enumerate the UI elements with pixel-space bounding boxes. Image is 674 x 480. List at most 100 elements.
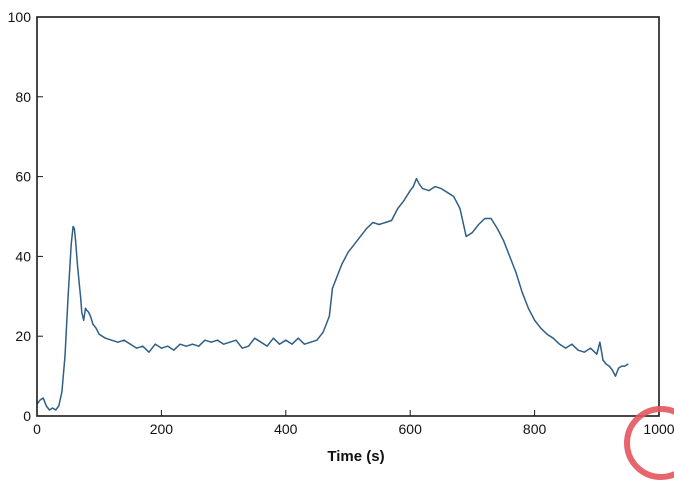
data-point [459, 207, 461, 210]
data-point [76, 263, 79, 265]
data-point [471, 231, 473, 234]
data-point [602, 359, 604, 361]
data-point [331, 287, 334, 289]
data-point [123, 339, 125, 341]
data-point [135, 347, 138, 349]
data-point [617, 367, 620, 369]
data-point [303, 343, 306, 345]
data-point [608, 365, 610, 367]
data-point [142, 345, 144, 347]
data-point [173, 349, 175, 351]
data-point [596, 353, 598, 355]
data-point [366, 227, 368, 230]
data-point [247, 345, 250, 347]
data-point [434, 185, 436, 188]
data-point [310, 341, 312, 343]
data-point [58, 405, 60, 407]
data-point [412, 185, 414, 188]
data-point [614, 375, 617, 377]
data-point [611, 369, 613, 371]
data-point [272, 337, 274, 339]
data-point [45, 405, 47, 407]
data-point [624, 365, 626, 367]
y-tick-label: 80 [15, 89, 31, 105]
x-axis-title: Time (s) [327, 448, 384, 465]
y-tick-label: 20 [15, 328, 31, 344]
data-point [229, 341, 231, 343]
data-point [167, 345, 169, 347]
data-point [496, 227, 498, 230]
data-point [390, 219, 393, 222]
data-point [571, 343, 573, 345]
data-point [415, 177, 418, 180]
data-point [92, 323, 94, 325]
data-point [291, 343, 293, 345]
data-point [88, 311, 90, 313]
data-point [565, 347, 567, 349]
data-point [521, 291, 523, 293]
data-point [509, 255, 511, 257]
data-point [527, 307, 529, 309]
data-point [546, 333, 548, 335]
data-point [599, 341, 601, 343]
data-point [605, 363, 607, 365]
data-point [111, 339, 113, 341]
data-point [534, 319, 536, 321]
y-tick-label: 0 [23, 408, 31, 424]
data-point [428, 189, 430, 192]
data-point [316, 339, 318, 341]
data-point [577, 349, 579, 351]
data-point [198, 345, 200, 347]
data-point [422, 187, 424, 190]
data-point [241, 347, 243, 349]
x-tick-label: 600 [399, 421, 423, 437]
series-layer [36, 177, 629, 411]
data-point [72, 225, 74, 228]
data-point [285, 339, 287, 341]
data-point [86, 309, 88, 311]
data-point [558, 343, 561, 345]
data-point [83, 319, 85, 321]
data-point [89, 315, 92, 317]
data-point [418, 183, 421, 186]
data-point [254, 337, 256, 339]
data-point [552, 337, 554, 339]
data-point [42, 397, 44, 399]
data-point [322, 331, 324, 333]
data-point [78, 283, 80, 285]
data-point [484, 217, 486, 220]
data-point [185, 345, 187, 347]
data-point [409, 189, 411, 192]
data-point [397, 207, 399, 210]
plot-background [37, 17, 659, 416]
data-point [84, 307, 87, 309]
data-point [465, 235, 467, 238]
data-point [347, 251, 349, 254]
data-point [502, 239, 505, 242]
data-point [334, 279, 337, 281]
data-point [478, 223, 480, 226]
data-point [154, 343, 156, 345]
plot-frame [36, 16, 660, 417]
data-point [55, 409, 57, 411]
data-point [95, 327, 97, 329]
data-point [48, 409, 51, 411]
data-point [266, 345, 268, 347]
x-tick-label: 0 [33, 421, 41, 437]
data-point [179, 343, 181, 345]
data-point [67, 295, 69, 297]
data-point [627, 363, 629, 365]
data-point [51, 407, 54, 409]
data-point [540, 327, 542, 329]
data-point [148, 351, 150, 353]
data-point [104, 337, 107, 339]
series-line-1 [36, 177, 629, 411]
data-point [160, 347, 162, 349]
data-point [328, 315, 330, 317]
data-point [353, 243, 355, 246]
data-point [216, 339, 218, 341]
data-point [260, 341, 262, 343]
data-point [341, 263, 343, 265]
